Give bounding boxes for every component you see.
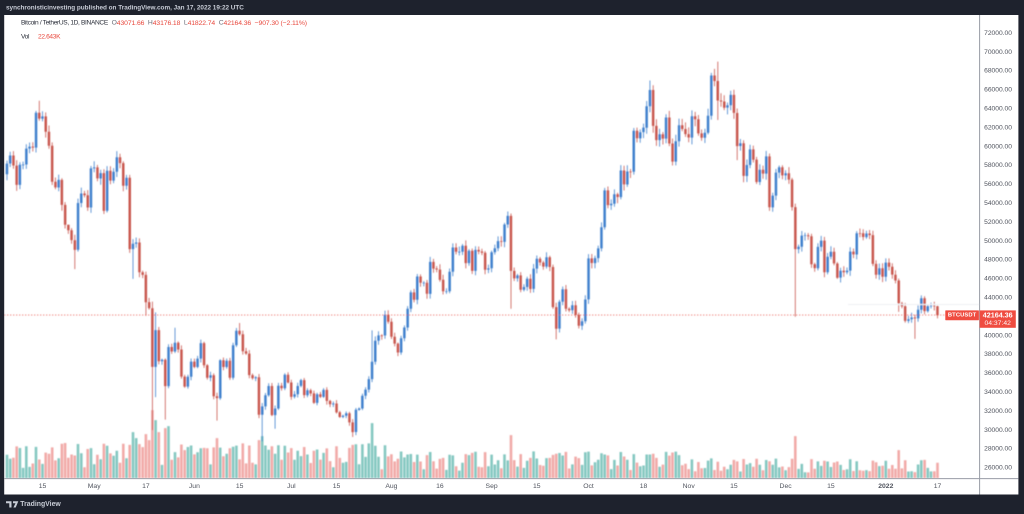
svg-text:62000.00: 62000.00 xyxy=(984,124,1012,131)
svg-text:Vol: Vol xyxy=(21,34,30,41)
svg-text:50000.00: 50000.00 xyxy=(984,238,1012,245)
svg-text:68000.00: 68000.00 xyxy=(984,68,1012,75)
svg-text:48000.00: 48000.00 xyxy=(984,257,1012,264)
svg-text:32000.00: 32000.00 xyxy=(984,408,1012,415)
svg-text:17: 17 xyxy=(934,483,942,490)
svg-text:44000.00: 44000.00 xyxy=(984,295,1012,302)
svg-text:BTCUSDT: BTCUSDT xyxy=(948,313,977,319)
svg-text:15: 15 xyxy=(236,483,244,490)
svg-text:15: 15 xyxy=(533,483,541,490)
svg-text:26000.00: 26000.00 xyxy=(984,465,1012,472)
svg-text:72000.00: 72000.00 xyxy=(984,30,1012,37)
svg-text:54000.00: 54000.00 xyxy=(984,200,1012,207)
svg-text:56000.00: 56000.00 xyxy=(984,181,1012,188)
svg-text:Bitcoin / TetherUS, 1D, BINANC: Bitcoin / TetherUS, 1D, BINANCE xyxy=(21,20,109,27)
svg-text:70000.00: 70000.00 xyxy=(984,49,1012,56)
svg-text:Dec: Dec xyxy=(780,483,793,490)
svg-text:38000.00: 38000.00 xyxy=(984,351,1012,358)
svg-text:Aug: Aug xyxy=(385,483,397,490)
svg-text:28000.00: 28000.00 xyxy=(984,446,1012,453)
svg-text:40000.00: 40000.00 xyxy=(984,332,1012,339)
svg-text:15: 15 xyxy=(333,483,341,490)
svg-text:17: 17 xyxy=(142,483,150,490)
svg-text:36000.00: 36000.00 xyxy=(984,370,1012,377)
svg-text:66000.00: 66000.00 xyxy=(984,87,1012,94)
svg-text:15: 15 xyxy=(730,483,738,490)
svg-text:Jul: Jul xyxy=(287,483,296,490)
svg-text:TradingView: TradingView xyxy=(20,501,61,508)
svg-text:60000.00: 60000.00 xyxy=(984,143,1012,150)
svg-text:15: 15 xyxy=(39,483,47,490)
svg-text:22.643K: 22.643K xyxy=(38,34,61,41)
svg-text:58000.00: 58000.00 xyxy=(984,162,1012,169)
svg-text:42164.36: 42164.36 xyxy=(983,311,1013,320)
svg-text:15: 15 xyxy=(827,483,835,490)
svg-text:Sep: Sep xyxy=(486,483,498,490)
svg-text:Nov: Nov xyxy=(683,483,696,490)
svg-text:04:37:42: 04:37:42 xyxy=(984,320,1011,327)
svg-text:synchronisticinvesting publish: synchronisticinvesting published on Trad… xyxy=(6,5,244,12)
svg-text:16: 16 xyxy=(436,483,444,490)
svg-text:Oct: Oct xyxy=(583,483,594,490)
svg-text:64000.00: 64000.00 xyxy=(984,106,1012,113)
svg-text:2022: 2022 xyxy=(878,483,893,490)
svg-text:34000.00: 34000.00 xyxy=(984,389,1012,396)
svg-text:O43071.66 H43176.18 L41822.7: O43071.66 H43176.18 L41822.74 C42164.36 … xyxy=(112,20,307,27)
svg-text:Jun: Jun xyxy=(189,483,200,490)
svg-text:30000.00: 30000.00 xyxy=(984,427,1012,434)
svg-text:May: May xyxy=(88,483,101,490)
svg-text:46000.00: 46000.00 xyxy=(984,276,1012,283)
svg-text:52000.00: 52000.00 xyxy=(984,219,1012,226)
svg-text:18: 18 xyxy=(640,483,648,490)
